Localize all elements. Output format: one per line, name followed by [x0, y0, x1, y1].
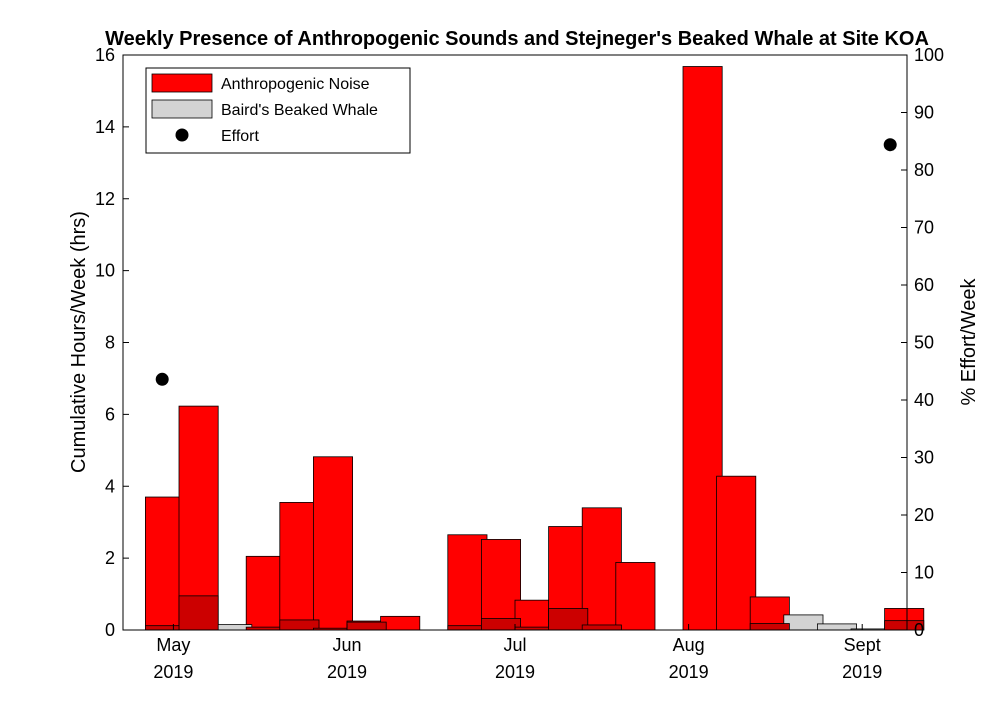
x-tick-year-2: 2019: [495, 662, 535, 682]
legend-label-0: Anthropogenic Noise: [221, 76, 370, 93]
x-tick-month-4: Sept: [844, 635, 881, 655]
y-right-tick-label-1: 10: [914, 563, 934, 583]
chart-title: Weekly Presence of Anthropogenic Sounds …: [105, 28, 929, 50]
noise-bar-8: [447, 534, 488, 631]
y-axis-right-label: % Effort/Week: [958, 277, 980, 405]
y-right-tick-label-9: 90: [914, 103, 934, 123]
x-tick-month-0: May: [156, 635, 190, 655]
y-right-tick-label-4: 40: [914, 390, 934, 410]
y-right-tick-label-2: 20: [914, 505, 934, 525]
y-left-tick-label-4: 8: [105, 333, 115, 353]
y-left-tick-label-2: 4: [105, 476, 115, 496]
x-tick-year-4: 2019: [842, 662, 882, 682]
noise-bar-14: [682, 66, 723, 631]
noise-bar-1: [178, 405, 219, 631]
legend-label-1: Baird's Beaked Whale: [221, 102, 378, 119]
y-left-tick-label-6: 12: [95, 189, 115, 209]
x-tick-year-3: 2019: [669, 662, 709, 682]
x-tick-month-2: Jul: [503, 635, 526, 655]
y-left-tick-label-0: 0: [105, 620, 115, 640]
noise-bar-9: [480, 539, 521, 631]
noise-overlay-bar-11: [749, 623, 790, 631]
y-right-tick-label-8: 80: [914, 160, 934, 180]
legend-marker-2: [175, 128, 189, 142]
y-left-tick-label-3: 6: [105, 404, 115, 424]
noise-bar-0: [144, 496, 185, 631]
x-tick-year-1: 2019: [327, 662, 367, 682]
y-right-tick-label-7: 70: [914, 218, 934, 238]
y-left-tick-label-1: 2: [105, 548, 115, 568]
y-left-tick-label-7: 14: [95, 117, 115, 137]
y-axis-left-label: Cumulative Hours/Week (hrs): [68, 211, 90, 473]
y-right-tick-label-6: 60: [914, 275, 934, 295]
y-left-tick-label-5: 10: [95, 261, 115, 281]
legend-label-2: Effort: [221, 128, 260, 145]
noise-bar-12: [581, 507, 622, 631]
legend-swatch-1: [151, 99, 213, 119]
y-right-tick-label-0: 0: [914, 620, 924, 640]
y-right-tick-label-10: 100: [914, 45, 944, 65]
y-left-tick-label-8: 16: [95, 45, 115, 65]
noise-bar-15: [716, 475, 757, 631]
plot-area: 0 2 4 6 8 10 12 14 16 0 10 20 30 40 50 60 70 80 90 100 May 20…: [95, 45, 944, 682]
effort-point-1: [883, 138, 897, 152]
x-tick-month-1: Jun: [332, 635, 361, 655]
effort-point-0: [155, 372, 169, 386]
y-right-tick-label-5: 50: [914, 333, 934, 353]
noise-overlay-bar-5: [346, 621, 387, 631]
x-tick-month-3: Aug: [673, 635, 705, 655]
noise-bar-5: [312, 456, 353, 631]
y-right-tick-label-3: 30: [914, 448, 934, 468]
legend-swatch-0: [151, 73, 213, 93]
noise-overlay-bar-10: [581, 624, 622, 631]
x-tick-year-0: 2019: [153, 662, 193, 682]
noise-bar-13: [615, 562, 656, 631]
noise-overlay-bar-1: [178, 595, 219, 631]
